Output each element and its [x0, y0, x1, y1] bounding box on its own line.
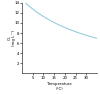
X-axis label: Temperature
(°C): Temperature (°C)	[47, 82, 72, 91]
Y-axis label: O₂
(mg L⁻¹): O₂ (mg L⁻¹)	[8, 30, 16, 46]
